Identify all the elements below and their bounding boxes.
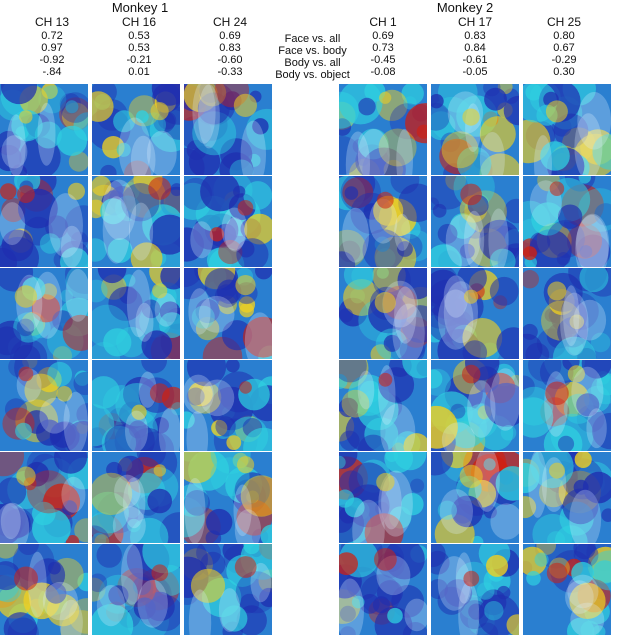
value-m2-ch25-body-object: 0.30 — [553, 66, 575, 78]
heatmap-cell — [92, 360, 180, 451]
heatmap-cell — [339, 268, 427, 359]
heatmap-cell — [431, 544, 519, 635]
heatmap-cell — [0, 544, 88, 635]
value-m1-ch16-face-body: 0.53 — [128, 42, 150, 54]
value-m1-ch24-body-all: -0.60 — [217, 54, 243, 66]
monkey-2-heatmap-grid — [339, 84, 617, 636]
channel-header-m2-ch25: CH 25 — [546, 15, 581, 29]
heatmap-cell — [92, 268, 180, 359]
channel-header-m2-ch17: CH 17 — [457, 15, 492, 29]
value-m2-ch25-face-body: 0.67 — [553, 42, 575, 54]
value-m1-ch16-body-object: 0.01 — [128, 66, 150, 78]
heatmap-cell — [523, 84, 611, 175]
value-m2-ch1-body-all: -0.45 — [370, 54, 396, 66]
heatmap-cell — [339, 452, 427, 543]
heatmap-cell — [92, 84, 180, 175]
heatmap-cell — [184, 176, 272, 267]
heatmap-cell — [92, 544, 180, 635]
value-m2-ch17-face-all: 0.83 — [464, 30, 486, 42]
heatmap-cell — [0, 268, 88, 359]
heatmap-cell — [431, 84, 519, 175]
value-m1-ch13-face-all: 0.72 — [41, 30, 63, 42]
value-m2-ch1-body-object: -0.08 — [370, 66, 396, 78]
heatmap-cell — [0, 84, 88, 175]
value-m2-ch17-face-body: 0.84 — [464, 42, 486, 54]
channel-header-m1-ch13: CH 13 — [34, 15, 69, 29]
heatmap-cell — [184, 84, 272, 175]
value-m2-ch25-face-all: 0.80 — [553, 30, 575, 42]
heatmap-cell — [431, 268, 519, 359]
heatmap-cell — [92, 452, 180, 543]
metric-label: Body vs. all — [284, 57, 341, 69]
heatmap-cell — [184, 360, 272, 451]
heatmap-cell — [431, 360, 519, 451]
heatmap-cell — [523, 544, 611, 635]
heatmap-cell — [184, 268, 272, 359]
heatmap-cell — [0, 360, 88, 451]
channel-header-m1-ch24: CH 24 — [212, 15, 247, 29]
heatmap-cell — [339, 544, 427, 635]
heatmap-cell — [92, 176, 180, 267]
channel-header-m1-ch16: CH 16 — [121, 15, 156, 29]
monkey-1-title: Monkey 1 — [111, 0, 169, 15]
value-m1-ch16-body-all: -0.21 — [126, 54, 152, 66]
value-m1-ch13-face-body: 0.97 — [41, 42, 63, 54]
heatmap-cell — [431, 176, 519, 267]
heatmap-cell — [523, 360, 611, 451]
value-m1-ch16-face-all: 0.53 — [128, 30, 150, 42]
value-m2-ch17-body-object: -0.05 — [462, 66, 488, 78]
value-m1-ch13-body-all: -0.92 — [39, 54, 65, 66]
value-m2-ch1-face-body: 0.73 — [372, 42, 394, 54]
metric-label: Body vs. object — [275, 69, 350, 81]
heatmap-cell — [523, 452, 611, 543]
monkey-1-heatmap-grid — [0, 84, 278, 636]
value-m2-ch1-face-all: 0.69 — [372, 30, 394, 42]
value-m1-ch13-body-object: -.84 — [42, 66, 62, 78]
heatmap-cell — [339, 360, 427, 451]
value-m1-ch24-body-object: -0.33 — [217, 66, 243, 78]
heatmap-cell — [339, 84, 427, 175]
value-m1-ch24-face-all: 0.69 — [219, 30, 241, 42]
heatmap-cell — [431, 452, 519, 543]
heatmap-cell — [184, 544, 272, 635]
value-m2-ch17-body-all: -0.61 — [462, 54, 488, 66]
metric-label: Face vs. body — [278, 45, 347, 57]
value-m2-ch25-body-all: -0.29 — [551, 54, 577, 66]
channel-header-m2-ch1: CH 1 — [369, 15, 397, 29]
heatmap-cell — [339, 176, 427, 267]
heatmap-cell — [0, 452, 88, 543]
heatmap-cell — [523, 176, 611, 267]
monkey-2-title: Monkey 2 — [436, 0, 494, 15]
heatmap-cell — [523, 268, 611, 359]
heatmap-cell — [0, 176, 88, 267]
value-m1-ch24-face-body: 0.83 — [219, 42, 241, 54]
metric-label: Face vs. all — [284, 33, 341, 45]
heatmap-cell — [184, 452, 272, 543]
